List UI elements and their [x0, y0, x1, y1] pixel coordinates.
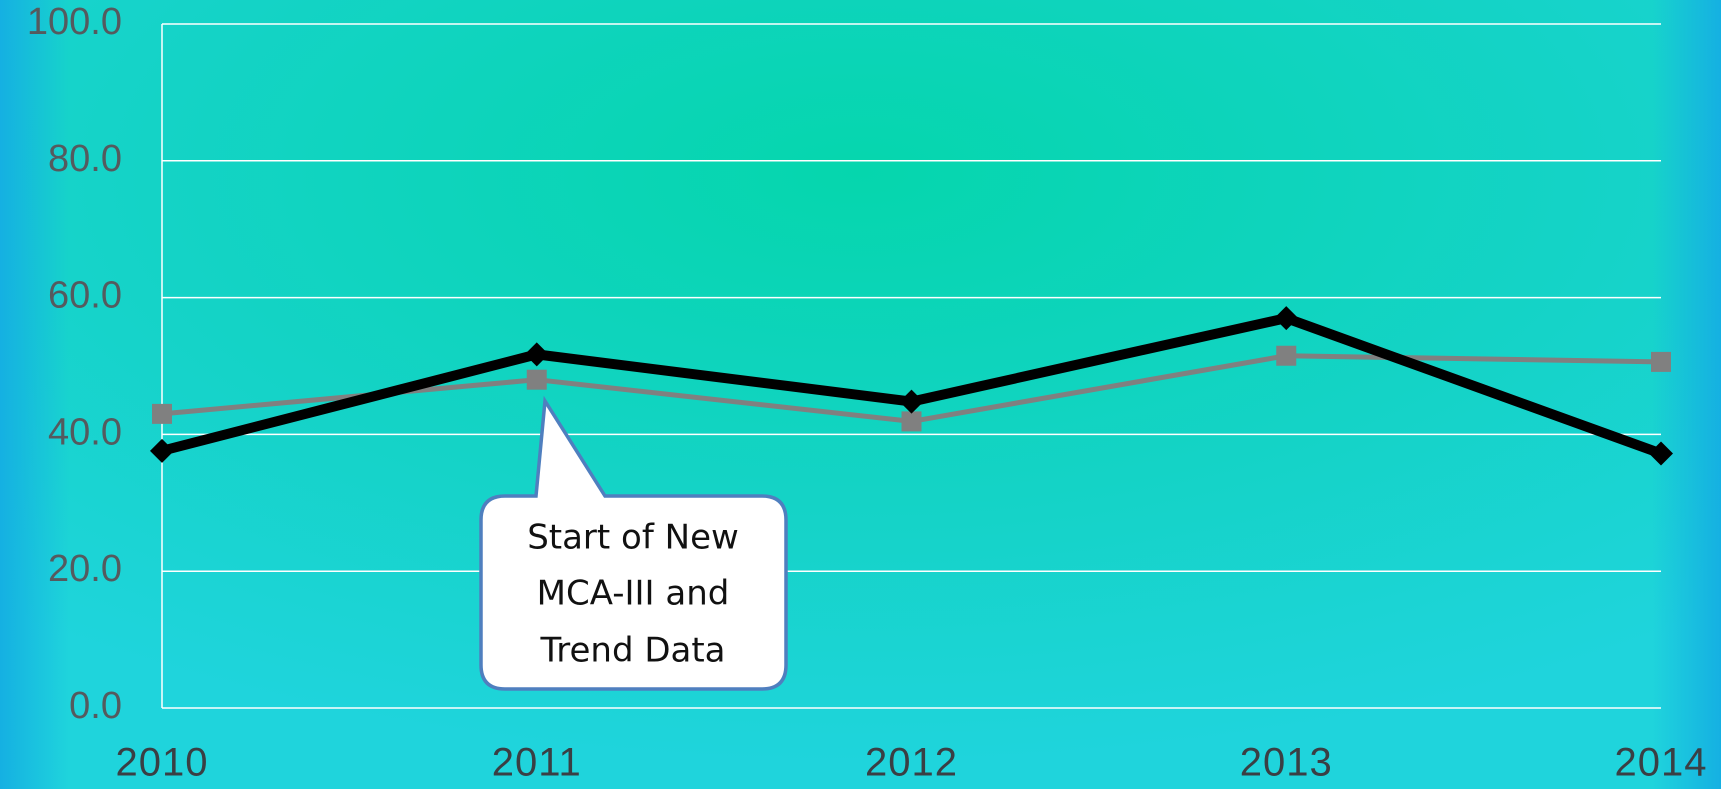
- y-tick-label: 60.0: [48, 275, 122, 317]
- y-tick-label: 80.0: [48, 138, 122, 180]
- marker: [1276, 345, 1297, 366]
- y-tick-label: 100.0: [27, 1, 122, 43]
- plot: 0.0 20.0 40.0 60.0 80.0 100.0 2010 2011 2012 2013…: [27, 1, 1708, 785]
- x-tick-label: 2011: [492, 741, 582, 785]
- y-tick-label: 20.0: [48, 548, 122, 590]
- y-tick-label: 40.0: [48, 411, 122, 453]
- callout-line: MCA-III and: [537, 574, 730, 614]
- y-tick-label: 0.0: [69, 685, 122, 727]
- marker: [1274, 306, 1299, 331]
- marker: [1651, 351, 1671, 372]
- marker: [524, 342, 549, 367]
- x-tick-label: 2010: [116, 741, 209, 785]
- marker: [899, 389, 924, 414]
- x-tick-label: 2014: [1615, 741, 1708, 785]
- callout-box: [479, 395, 788, 691]
- marker: [901, 411, 922, 432]
- callout-line: Trend Data: [539, 631, 725, 671]
- marker: [1649, 441, 1673, 466]
- marker: [152, 403, 172, 424]
- callout: Start of New MCA-III and Trend Data: [479, 395, 788, 691]
- marker: [526, 369, 547, 390]
- x-tick-label: 2012: [865, 741, 958, 785]
- callout-line: Start of New: [527, 518, 739, 558]
- x-tick-label: 2013: [1240, 741, 1333, 785]
- marker: [150, 438, 174, 463]
